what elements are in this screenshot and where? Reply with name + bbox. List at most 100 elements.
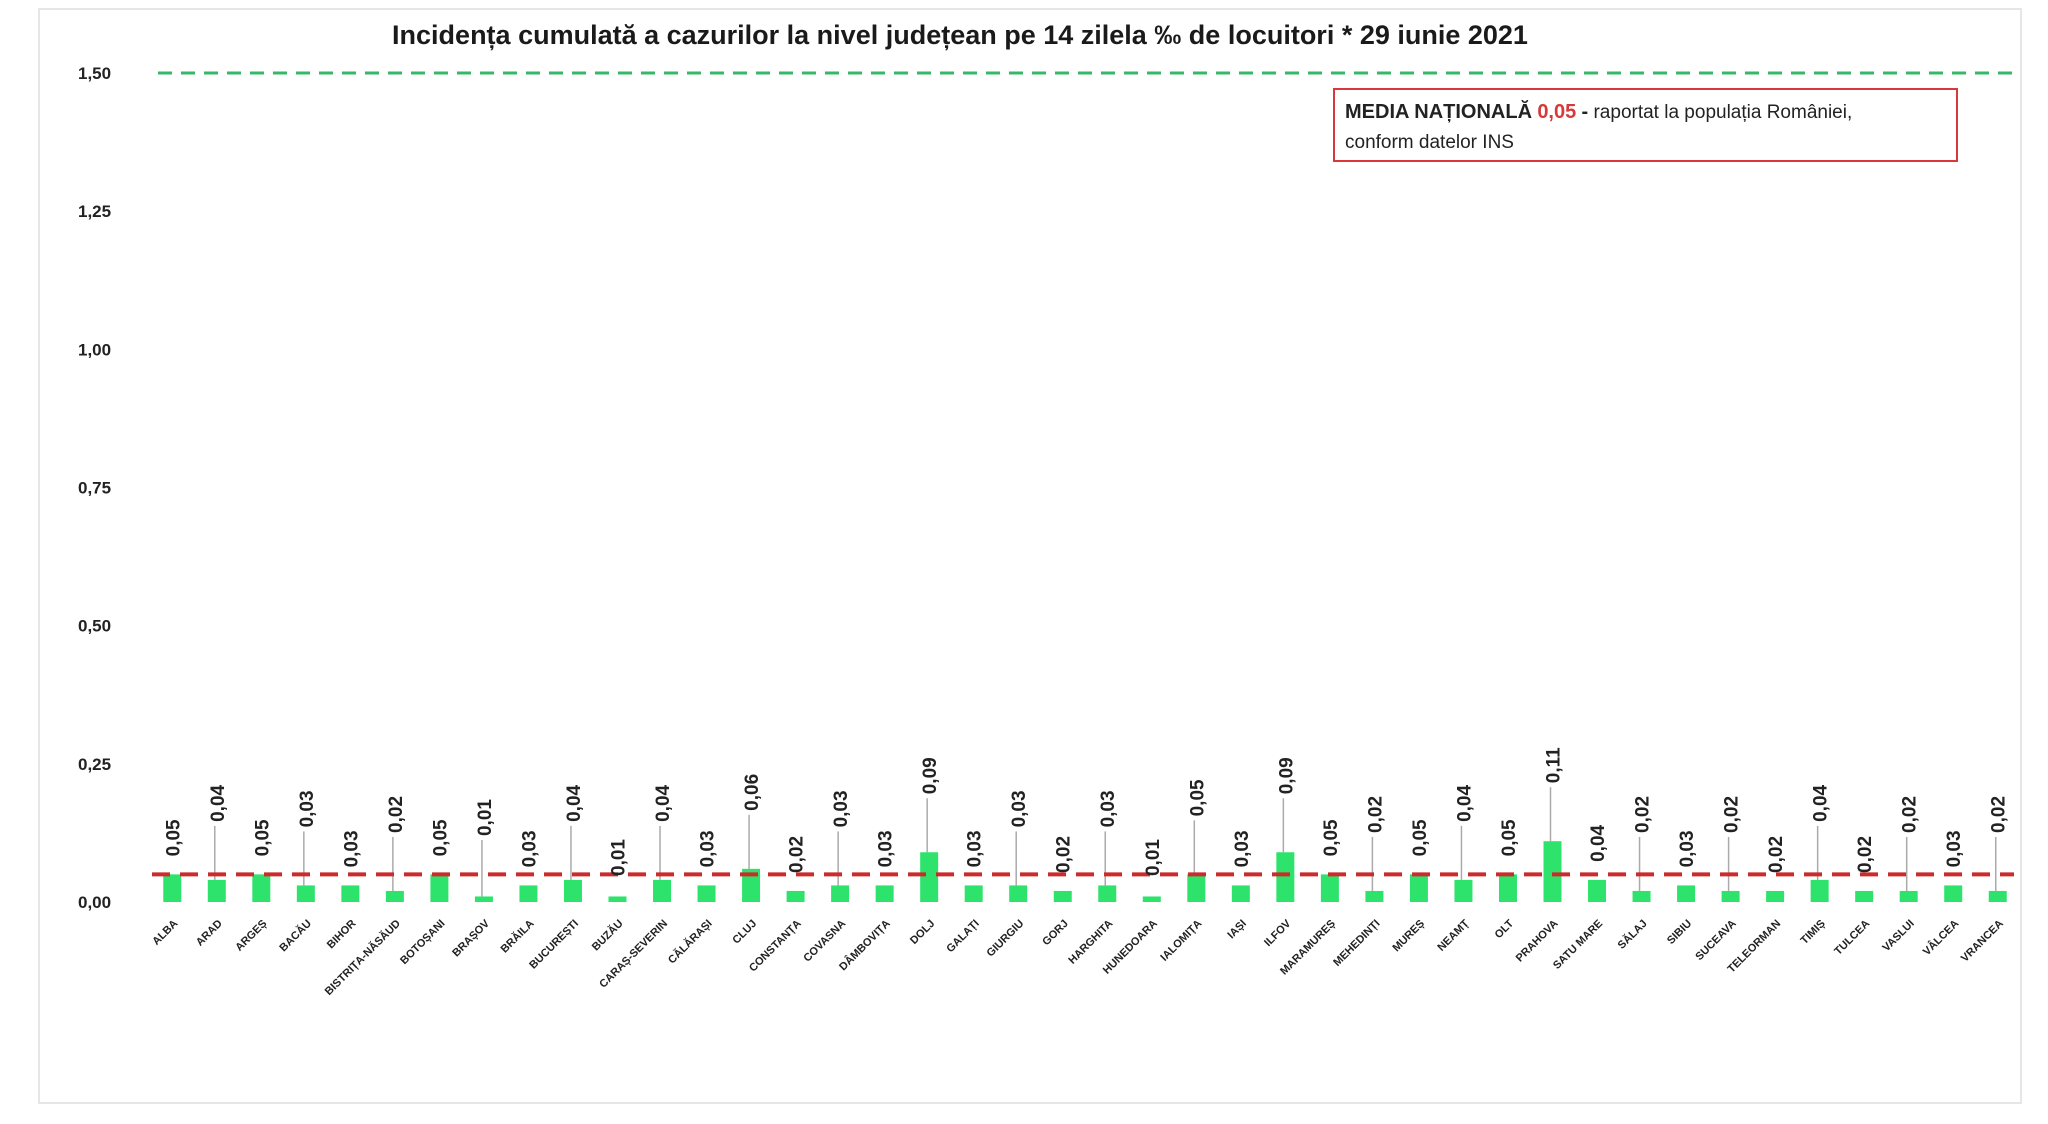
- data-label: 0,03: [1232, 830, 1253, 867]
- x-tick-label: NEAMȚ: [1435, 917, 1471, 953]
- bar: [1231, 885, 1250, 902]
- data-label: 0,03: [341, 830, 362, 867]
- x-tick-label: BOTOȘANI: [398, 918, 447, 967]
- x-tick-label: CĂLĂRAȘI: [665, 917, 714, 966]
- bar: [1543, 841, 1562, 902]
- x-tick-label: BRĂILA: [498, 917, 537, 956]
- data-label: 0,02: [1989, 796, 2010, 833]
- x-tick-label: OLT: [1493, 917, 1517, 941]
- bar: [207, 879, 226, 902]
- data-label: 0,02: [1900, 796, 1921, 833]
- data-label: 0,01: [609, 839, 630, 876]
- data-label: 0,06: [742, 774, 763, 811]
- bar: [341, 885, 360, 902]
- x-tick-label: DOLJ: [908, 918, 937, 947]
- note-text-2: conform datelor INS: [1345, 132, 1514, 153]
- y-tick-label: 0,00: [78, 893, 111, 912]
- y-tick-label: 1,50: [78, 64, 111, 83]
- data-label: 0,03: [1944, 830, 1965, 867]
- data-label: 0,03: [831, 790, 852, 827]
- x-tick-label: IAȘI: [1225, 918, 1249, 942]
- x-tick-label: ARAD: [194, 918, 225, 949]
- data-label: 0,02: [1766, 836, 1787, 873]
- bar: [519, 885, 538, 902]
- x-tick-label: MEHEDINȚI: [1331, 918, 1382, 969]
- bar: [163, 874, 182, 902]
- data-label: 0,02: [1365, 796, 1386, 833]
- note-dash: -: [1581, 101, 1589, 123]
- data-label: 0,01: [475, 799, 496, 836]
- data-label: 0,02: [386, 796, 407, 833]
- x-tick-label: GIURGIU: [985, 918, 1027, 960]
- x-tick-label: BRAȘOV: [450, 917, 492, 959]
- bar: [1498, 874, 1517, 902]
- bar: [474, 896, 493, 902]
- x-tick-label: CLUJ: [730, 918, 759, 947]
- data-label: 0,11: [1544, 747, 1565, 783]
- bar: [1632, 890, 1651, 902]
- data-label: 0,03: [297, 790, 318, 827]
- bar: [831, 885, 850, 902]
- bar: [1454, 879, 1473, 902]
- x-tick-label: ALBA: [150, 918, 180, 948]
- x-tick-label: COVASNA: [801, 918, 848, 965]
- x-tick-label: VÂLCEA: [1920, 917, 1961, 958]
- data-label: 0,03: [876, 830, 897, 867]
- data-label: 0,04: [653, 784, 674, 821]
- data-label: 0,09: [920, 757, 941, 794]
- bar: [1276, 852, 1295, 902]
- x-tick-label: MUREȘ: [1390, 918, 1427, 955]
- bars: [163, 841, 2007, 902]
- x-axis-labels: ALBA ARAD ARGEȘ BACĂU BIHORBISTRIȚA-NĂSĂUDBO…: [150, 917, 2006, 998]
- data-label: 0,02: [1855, 836, 1876, 873]
- chart-title: Incidența cumulată a cazurilor la nivel …: [392, 20, 1528, 50]
- bar: [1855, 890, 1874, 902]
- data-label: 0,09: [1276, 757, 1297, 794]
- bar: [1320, 874, 1339, 902]
- bar: [1588, 879, 1607, 902]
- x-tick-label: IALOMIȚA: [1158, 918, 1204, 964]
- national-average-note: MEDIA NAȚIONALĂ 0,05 - raportat la popul…: [1333, 88, 1958, 162]
- bar: [964, 885, 983, 902]
- bar: [1988, 890, 2007, 902]
- bar: [1810, 879, 1829, 902]
- x-tick-label: SĂLAJ: [1615, 917, 1650, 952]
- x-tick-label: BIHOR: [325, 918, 359, 952]
- bar: [920, 852, 939, 902]
- x-tick-label: BISTRIȚA-NĂSĂUD: [322, 917, 403, 998]
- data-label: 0,05: [1187, 779, 1208, 816]
- data-label: 0,03: [1677, 830, 1698, 867]
- note-average-value: 0,05: [1537, 101, 1577, 123]
- bar: [563, 879, 582, 902]
- data-label: 0,01: [1143, 839, 1164, 876]
- data-label: 0,03: [965, 830, 986, 867]
- data-label: 0,05: [1410, 819, 1431, 856]
- x-tick-label: ARGEȘ: [233, 918, 269, 954]
- bar: [1053, 890, 1072, 902]
- bar: [1142, 896, 1161, 902]
- data-label: 0,03: [519, 830, 540, 867]
- data-label: 0,05: [252, 819, 273, 856]
- bar: [385, 890, 404, 902]
- data-label: 0,05: [1499, 819, 1520, 856]
- bar: [1409, 874, 1428, 902]
- bar: [1899, 890, 1918, 902]
- bar: [1944, 885, 1963, 902]
- x-tick-label: SIBIU: [1665, 918, 1694, 947]
- bar: [296, 885, 315, 902]
- x-tick-label: SUCEAVA: [1693, 918, 1738, 963]
- x-tick-label: GALAȚI: [944, 918, 981, 955]
- data-label: 0,04: [208, 784, 229, 821]
- data-label: 0,05: [163, 819, 184, 856]
- bar: [608, 896, 627, 902]
- y-tick-label: 0,50: [78, 617, 111, 636]
- bar: [1009, 885, 1028, 902]
- bar: [1187, 874, 1206, 902]
- bar: [1766, 890, 1785, 902]
- bar: [786, 890, 805, 902]
- note-text: raportat la populația României,: [1593, 102, 1853, 123]
- bar: [430, 874, 449, 902]
- x-tick-label: ILFOV: [1262, 917, 1294, 949]
- y-tick-label: 1,00: [78, 340, 111, 359]
